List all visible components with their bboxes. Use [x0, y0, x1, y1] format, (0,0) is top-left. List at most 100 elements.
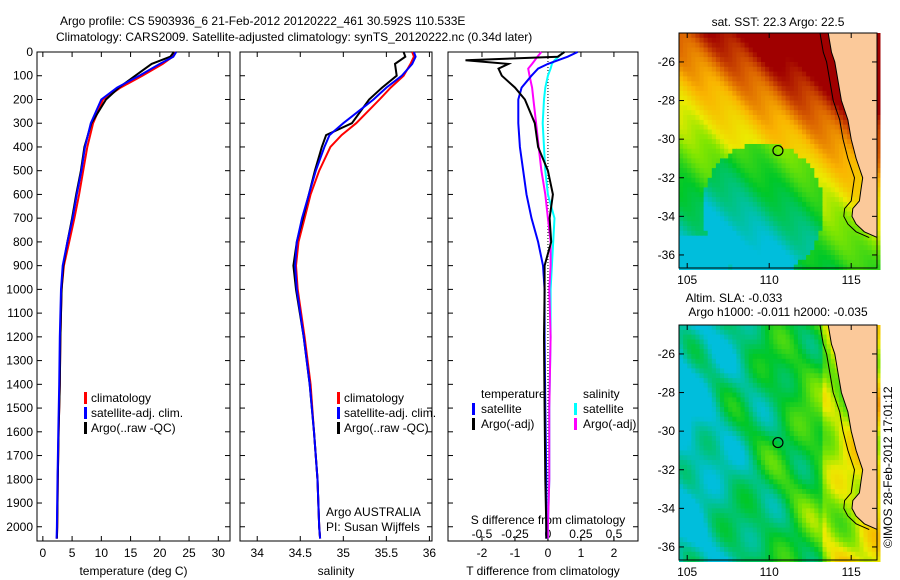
- map-cell: [687, 522, 692, 529]
- map-cell: [761, 90, 766, 97]
- map-cell: [773, 168, 778, 174]
- map-cell: [765, 392, 770, 398]
- lat-tick-label: -34: [658, 209, 676, 223]
- map-cell: [814, 421, 819, 427]
- map-cell: [822, 250, 828, 256]
- map-cell: [810, 124, 815, 131]
- map-cell: [752, 124, 758, 131]
- map-cell: [711, 33, 717, 39]
- map-cell: [826, 37, 832, 44]
- map-cell: [715, 353, 721, 360]
- map-cell: [736, 201, 742, 208]
- map-cell: [765, 474, 770, 480]
- map-cell: [707, 421, 713, 427]
- map-cell: [761, 129, 766, 135]
- map-cell: [756, 436, 762, 442]
- map-cell: [703, 259, 709, 266]
- map-cell: [781, 431, 787, 437]
- map-cell: [691, 411, 696, 418]
- map-cell: [818, 66, 824, 73]
- map-cell: [793, 221, 799, 227]
- map-cell: [752, 255, 758, 261]
- map-cell: [728, 105, 733, 111]
- map-cell: [851, 163, 856, 169]
- map-cell: [683, 489, 688, 495]
- map-cell: [826, 344, 832, 350]
- map-cell: [793, 513, 799, 519]
- map-cell: [695, 182, 701, 188]
- map-cell: [715, 240, 721, 246]
- map-cell: [736, 382, 742, 389]
- map-cell: [683, 349, 688, 355]
- map-cell: [748, 42, 754, 48]
- map-cell: [806, 201, 811, 208]
- map-cell: [814, 264, 819, 270]
- map-cell: [728, 518, 733, 524]
- map-cell: [744, 368, 750, 374]
- map-cell: [847, 177, 852, 184]
- map-cell: [748, 493, 754, 500]
- map-cell: [806, 47, 811, 53]
- map-cell: [699, 334, 705, 340]
- map-cell: [703, 240, 709, 246]
- map-cell: [756, 201, 762, 208]
- map-cell: [806, 436, 811, 442]
- map-cell: [781, 95, 787, 102]
- map-cell: [797, 397, 803, 403]
- map-cell: [822, 255, 828, 261]
- map-cell: [699, 192, 705, 198]
- map-cell: [761, 76, 766, 82]
- map-cell: [802, 513, 807, 519]
- map-cell: [785, 402, 791, 408]
- map-cell: [814, 105, 819, 111]
- map-cell: [740, 368, 746, 374]
- map-cell: [720, 37, 725, 44]
- map-cell: [802, 230, 807, 237]
- map-cell: [724, 493, 729, 500]
- map-cell: [847, 503, 852, 509]
- map-cell: [707, 95, 713, 102]
- map-cell: [765, 81, 770, 87]
- map-cell: [756, 440, 762, 447]
- map-cell: [834, 264, 840, 270]
- map-cell: [818, 240, 824, 246]
- map-cell: [810, 158, 815, 164]
- map-cell: [679, 71, 684, 77]
- map-cell: [806, 124, 811, 131]
- map-cell: [867, 245, 873, 251]
- map-cell: [789, 527, 795, 533]
- map-cell: [691, 547, 696, 553]
- map-cell: [748, 197, 754, 203]
- map-cell: [797, 192, 803, 198]
- map-cell: [744, 230, 750, 237]
- map-cell: [699, 522, 705, 529]
- map-cell: [707, 489, 713, 495]
- map-cell: [732, 264, 737, 270]
- map-cell: [728, 392, 733, 398]
- map-cell: [797, 484, 803, 490]
- map-cell: [830, 221, 836, 227]
- map-cell: [715, 387, 721, 394]
- map-cell: [826, 197, 832, 203]
- map-cell: [740, 508, 746, 514]
- map-cell: [720, 76, 725, 82]
- map-cell: [703, 216, 709, 222]
- map-cell: [687, 216, 692, 222]
- map-cell: [789, 201, 795, 208]
- map-cell: [687, 392, 692, 398]
- map-cell: [810, 469, 815, 476]
- map-cell: [695, 378, 701, 384]
- map-cell: [720, 431, 725, 437]
- map-cell: [744, 542, 750, 548]
- map-cell: [703, 62, 709, 68]
- map-cell: [724, 187, 729, 193]
- map-cell: [777, 33, 783, 39]
- map-cell: [691, 431, 696, 437]
- map-cell: [789, 42, 795, 48]
- map-cell: [720, 469, 725, 476]
- map-cell: [843, 493, 848, 500]
- map-cell: [834, 474, 840, 480]
- map-cell: [695, 144, 701, 150]
- map-cell: [679, 373, 684, 379]
- map-cell: [711, 445, 717, 451]
